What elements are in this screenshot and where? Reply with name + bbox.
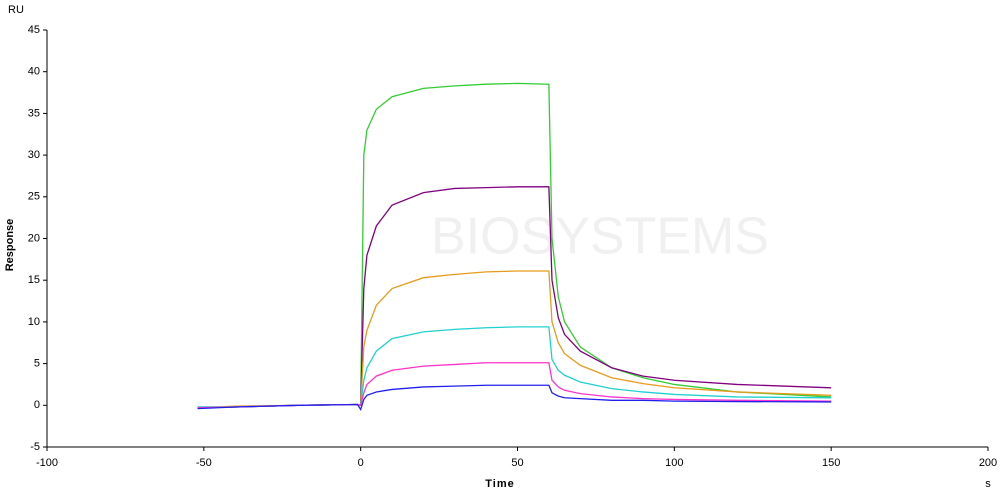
series-line bbox=[197, 384, 832, 412]
y-tick-label: 10 bbox=[28, 316, 40, 328]
x-tick-label: -50 bbox=[196, 457, 212, 469]
y-tick-label: 30 bbox=[28, 149, 40, 161]
y-tick-label: 20 bbox=[28, 232, 40, 244]
x-tick-label: 100 bbox=[665, 457, 683, 469]
x-tick-label: 200 bbox=[979, 457, 997, 469]
x-unit: s bbox=[985, 478, 991, 490]
y-tick-label: 15 bbox=[28, 274, 40, 286]
x-tick-label: 0 bbox=[358, 457, 364, 469]
x-tick-label: 150 bbox=[822, 457, 840, 469]
x-axis-label: Time bbox=[485, 478, 514, 490]
y-tick-label: 40 bbox=[28, 66, 40, 78]
series-line bbox=[197, 270, 832, 409]
y-unit: RU bbox=[8, 4, 24, 16]
y-tick-label: -5 bbox=[30, 441, 40, 453]
y-tick-label: 5 bbox=[34, 358, 40, 370]
series-line bbox=[197, 362, 832, 409]
x-tick-label: -100 bbox=[36, 457, 58, 469]
y-tick-label: 0 bbox=[34, 399, 40, 411]
watermark: BIOSYSTEMS bbox=[431, 208, 769, 266]
x-tick-label: 50 bbox=[511, 457, 523, 469]
series-line bbox=[197, 326, 832, 408]
y-tick-label: 35 bbox=[28, 107, 40, 119]
y-tick-label: 25 bbox=[28, 191, 40, 203]
y-axis-label: Response bbox=[4, 219, 16, 272]
y-tick-label: 45 bbox=[28, 24, 40, 36]
